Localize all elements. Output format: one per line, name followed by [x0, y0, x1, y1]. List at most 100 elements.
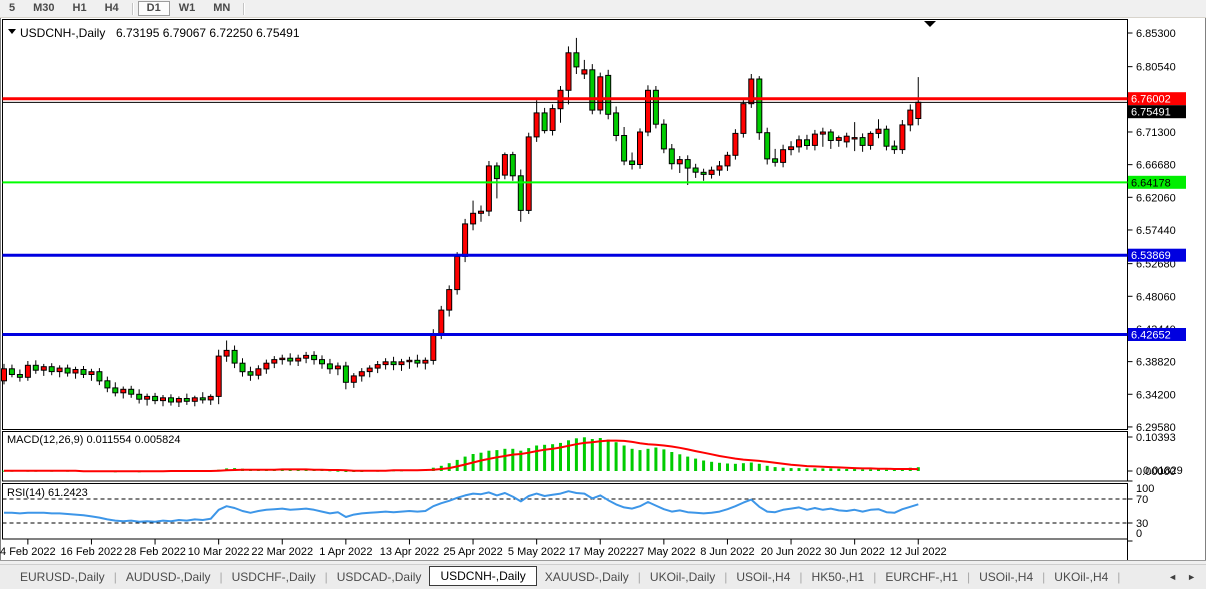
period-button-mn[interactable]: MN: [213, 2, 231, 14]
rsi-axis-label: 30: [1136, 518, 1148, 530]
candle-body-bull: [645, 89, 651, 133]
tab-scroll-left-icon[interactable]: ◄: [1168, 572, 1178, 582]
candle-body-bull: [811, 133, 818, 146]
candle-body-bull: [279, 357, 286, 361]
date-label: 27 May 2022: [632, 546, 696, 558]
candle: [843, 132, 850, 148]
candle-body-bull: [398, 361, 405, 366]
period-button-5[interactable]: 5: [9, 2, 16, 14]
candle-body-bull: [215, 355, 222, 397]
candle-body-bear: [342, 365, 349, 383]
candle-body-bear: [390, 361, 397, 366]
candle: [470, 200, 477, 231]
candle-body-bear: [247, 371, 254, 376]
tab-usdcnh-daily[interactable]: USDCNH-,Daily: [429, 566, 537, 586]
candle-body-bear: [589, 69, 596, 111]
candle: [804, 134, 810, 150]
period-button-h4[interactable]: H4: [104, 2, 119, 14]
candle-body-bull: [358, 371, 365, 377]
candle: [160, 395, 166, 407]
tab-audusd-daily[interactable]: AUDUSD-,Daily: [125, 570, 211, 584]
candle-body-bear: [64, 367, 71, 374]
macd-hist-bar: [606, 439, 610, 471]
tab-eurusd-daily[interactable]: EURUSD-,Daily: [20, 570, 105, 584]
candle-body-bull: [72, 369, 79, 374]
candle: [764, 127, 771, 165]
candle-body-bull: [676, 159, 683, 165]
tab-ukoil-h4[interactable]: UKOil-,H4: [1054, 570, 1109, 584]
candle: [613, 106, 620, 142]
price-tag: [1128, 328, 1186, 341]
candle-body-bull: [549, 108, 556, 131]
candle: [32, 360, 39, 374]
macd-hist-bar: [710, 461, 714, 471]
candle-body-bull: [366, 367, 373, 373]
candle: [231, 345, 238, 369]
macd-hist-bar: [765, 465, 769, 471]
macd-hist-bar: [733, 463, 737, 471]
candle: [692, 163, 699, 178]
candle-body-bear: [756, 78, 763, 134]
candle: [366, 365, 373, 378]
candle: [493, 162, 500, 199]
tab-hk50-h1[interactable]: HK50-,H1: [811, 570, 865, 584]
candle: [708, 166, 715, 179]
candle-body-bull: [708, 169, 715, 175]
price-tick-label: 6.71300: [1136, 127, 1176, 139]
period-button-d1[interactable]: D1: [137, 1, 170, 16]
tab-separator: |: [799, 570, 803, 584]
macd-signal-line: [4, 439, 919, 473]
tab-usoil-h4[interactable]: USOil-,H4: [979, 570, 1034, 584]
rsi-axis-label: 0: [1136, 528, 1142, 540]
chart-canvas: 6.85300 6.80540 6.71300 6.66680 6.62060 6.574…: [0, 17, 1206, 561]
candle-body-bull: [637, 131, 643, 165]
period-button-w1[interactable]: W1: [178, 2, 196, 14]
price-pane[interactable]: [2, 19, 1128, 430]
candle: [740, 100, 747, 138]
candle: [835, 135, 842, 147]
tab-ukoil-daily[interactable]: UKOil-,Daily: [649, 570, 716, 584]
period-button-m30[interactable]: M30: [33, 2, 55, 14]
price-tick-label: 6.57440: [1136, 225, 1176, 237]
macd-hist-bar: [885, 469, 888, 471]
candle-body-bear: [128, 388, 135, 395]
macd-hist-bar: [646, 448, 650, 471]
candle-body-bull: [907, 109, 914, 126]
candle: [382, 358, 389, 370]
candle-body-bull: [899, 124, 906, 151]
macd-hist-bar: [694, 458, 698, 471]
tab-usoil-h4[interactable]: USOil-,H4: [736, 570, 791, 584]
date-label: 10 Mar 2022: [188, 546, 250, 558]
tab-xauusd-daily[interactable]: XAUUSD-,Daily: [544, 570, 629, 584]
macd-hist-bar: [543, 444, 547, 471]
tab-scroll-right-icon[interactable]: ►: [1187, 572, 1196, 582]
chart-dropdown-icon[interactable]: [8, 29, 16, 34]
macd-pane[interactable]: [2, 431, 1128, 482]
price-tick-label: 6.85300: [1136, 28, 1176, 40]
candle: [247, 366, 254, 381]
candle-body-bear: [859, 137, 866, 146]
candle-body-bear: [168, 397, 174, 403]
candle-body-bull: [875, 128, 882, 134]
candle: [358, 368, 365, 382]
candle: [899, 120, 906, 154]
candle-body-bull: [56, 367, 63, 373]
macd-hist-bar: [757, 463, 761, 471]
candle-body-bear: [48, 366, 55, 373]
candle-body-bull: [454, 255, 461, 291]
price-tag-label: 6.42652: [1131, 330, 1171, 342]
macd-hist-bar: [749, 462, 753, 471]
candle: [295, 354, 302, 366]
macd-hist-bar: [519, 450, 523, 471]
price-tag-label: 6.53869: [1131, 250, 1171, 262]
candle-body-bull: [120, 388, 127, 394]
macd-hist-bar: [813, 468, 817, 471]
date-label: 25 Apr 2022: [443, 546, 502, 558]
tab-eurchf-h1[interactable]: EURCHF-,H1: [885, 570, 959, 584]
period-button-h1[interactable]: H1: [72, 2, 87, 14]
tab-usdchf-daily[interactable]: USDCHF-,Daily: [231, 570, 316, 584]
chart-shift-marker-icon[interactable]: [924, 21, 936, 27]
macd-hist-bar: [861, 469, 865, 471]
macd-hist-bar: [567, 440, 570, 471]
tab-usdcad-daily[interactable]: USDCAD-,Daily: [336, 570, 422, 584]
